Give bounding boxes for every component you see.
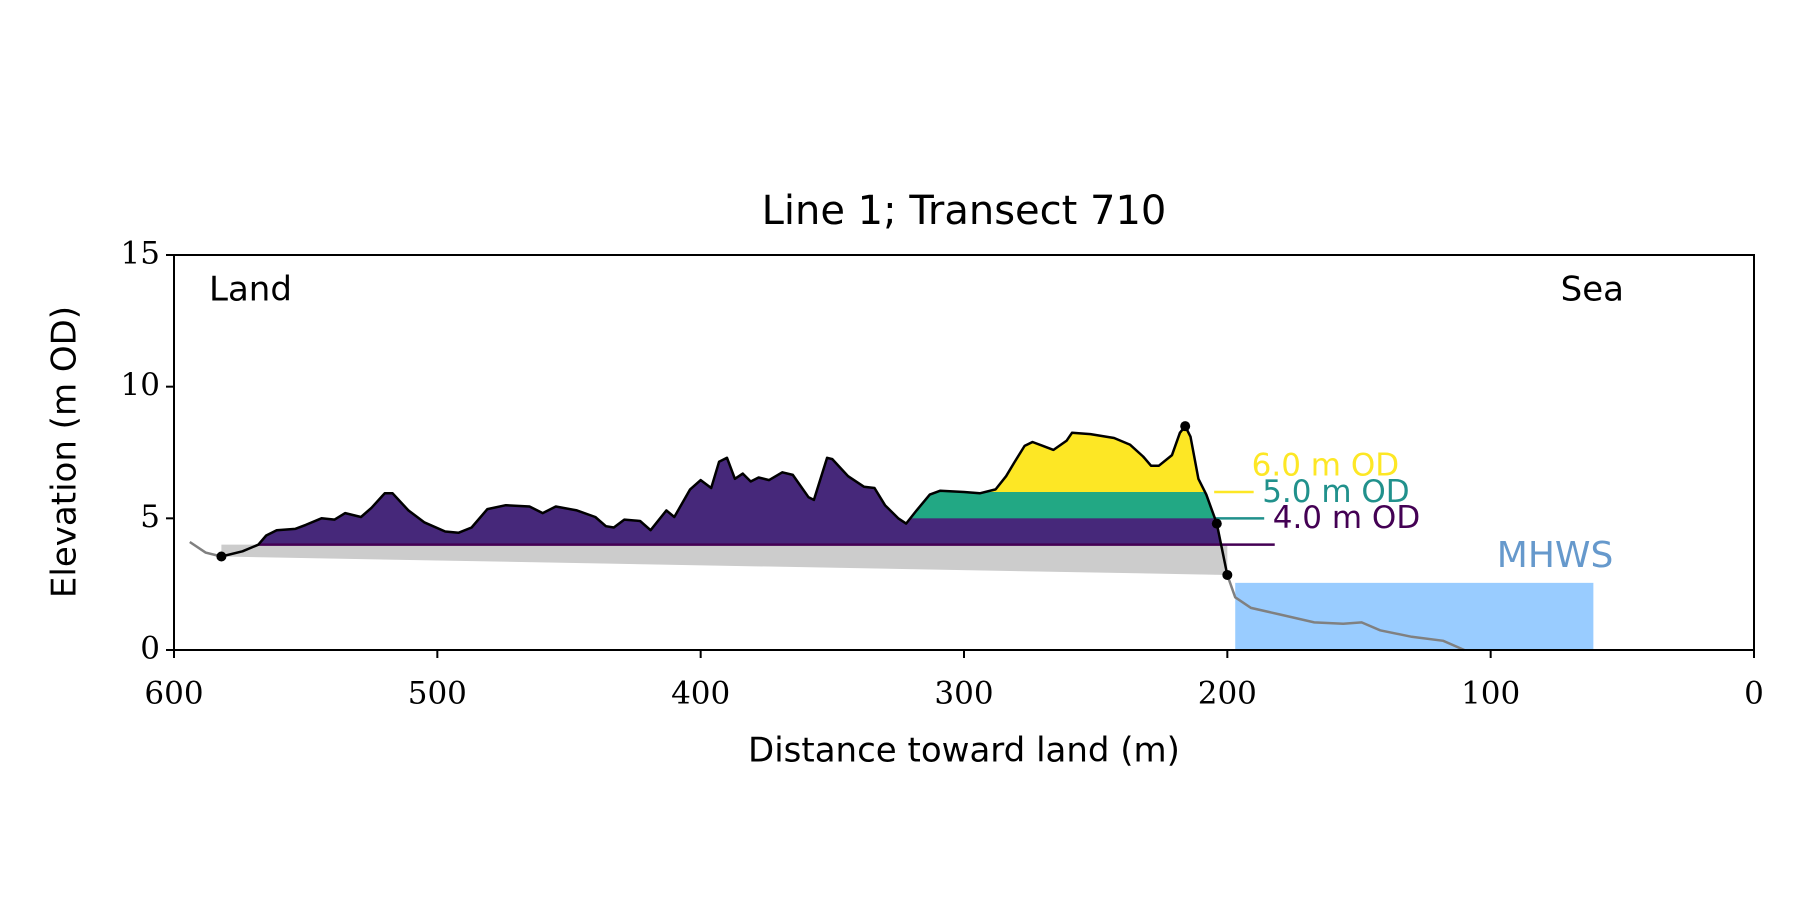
annotation: Sea xyxy=(1561,270,1624,310)
x-tick-label: 100 xyxy=(1461,676,1520,712)
x-tick-label: 500 xyxy=(408,676,467,712)
y-axis-label: Elevation (m OD) xyxy=(45,306,85,598)
level-label: 4.0 m OD xyxy=(1273,500,1420,536)
profile-extension xyxy=(189,540,222,558)
y-tick-label: 0 xyxy=(140,631,160,667)
level-fill xyxy=(906,426,1228,492)
profile-extension xyxy=(1226,574,1465,652)
x-tick-label: 300 xyxy=(934,676,993,712)
marker xyxy=(1180,421,1191,432)
x-tick-label: 0 xyxy=(1744,676,1764,712)
x-tick-label: 600 xyxy=(144,676,203,712)
base-area xyxy=(221,544,1228,575)
y-tick-label: 5 xyxy=(140,499,160,535)
level-fill xyxy=(906,492,1228,519)
x-axis-label: Distance toward land (m) xyxy=(748,731,1180,771)
marker xyxy=(1222,569,1233,580)
x-tick-label: 200 xyxy=(1198,676,1257,712)
marker xyxy=(1211,518,1222,529)
mhws-area xyxy=(1235,582,1594,650)
x-tick-label: 400 xyxy=(671,676,730,712)
chart-title: Line 1; Transect 710 xyxy=(762,188,1167,234)
y-tick-label: 15 xyxy=(121,236,160,272)
mhws-label: MHWS xyxy=(1497,535,1614,576)
marker xyxy=(216,551,227,562)
annotation: Land xyxy=(209,270,292,310)
profile-line xyxy=(221,424,1229,576)
level-label: 6.0 m OD xyxy=(1252,448,1399,484)
level-label: 5.0 m OD xyxy=(1262,474,1409,510)
y-tick-label: 10 xyxy=(121,367,160,403)
